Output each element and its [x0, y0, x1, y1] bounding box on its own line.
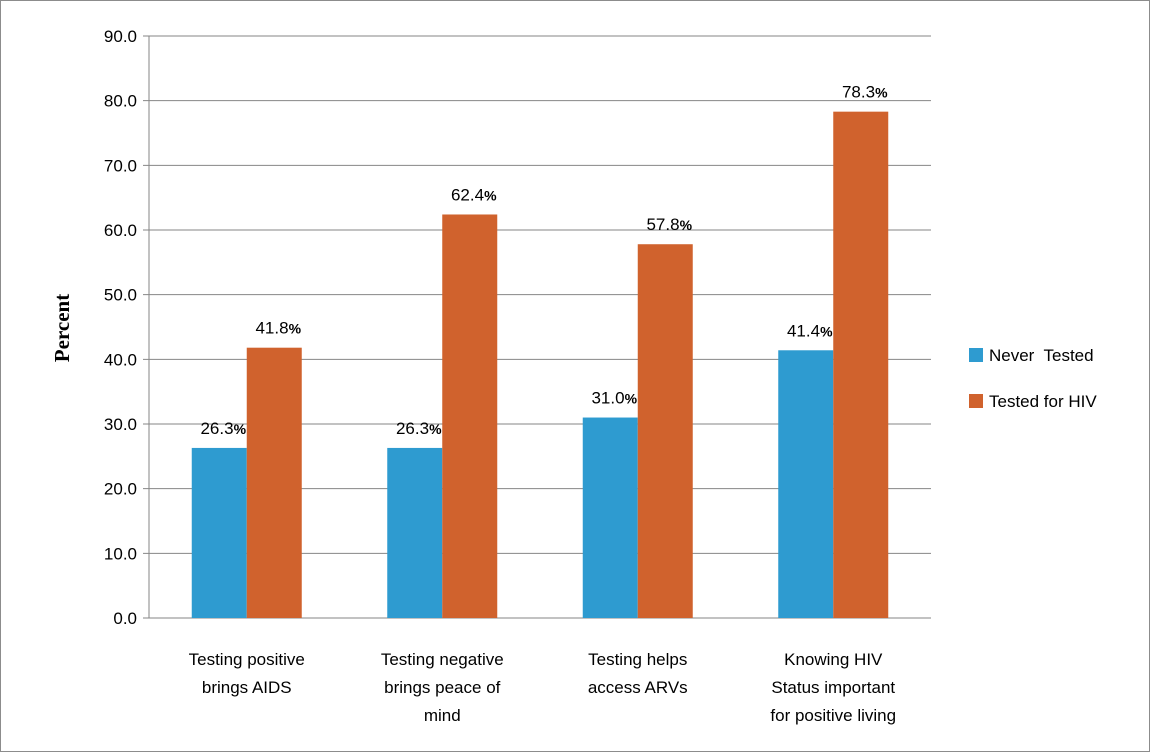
legend-swatch — [969, 394, 983, 408]
data-labels: 26.3% 26.3% 31.0% 41.4% 41.8% 62.4% 57.8% 78.3% — [200, 83, 888, 438]
bar — [191, 447, 247, 618]
y-tick-label: 50.0 — [104, 286, 137, 305]
data-label: 78.3% — [842, 83, 888, 102]
bars — [191, 111, 889, 619]
legend-swatch — [969, 348, 983, 362]
data-label: 31.0% — [591, 389, 637, 408]
bar — [637, 244, 693, 618]
legend: Never Tested Tested for HIV — [969, 346, 1097, 411]
x-category-label: Testing positive brings AIDS — [189, 650, 305, 697]
bar — [833, 111, 889, 618]
bar — [442, 214, 498, 619]
y-tick-label: 10.0 — [104, 544, 137, 563]
y-tick-label: 30.0 — [104, 415, 137, 434]
x-axis-categories: Testing positive brings AIDS Testing negat… — [189, 650, 896, 725]
y-tick-label: 20.0 — [104, 480, 137, 499]
y-tick-label: 0.0 — [113, 609, 137, 628]
y-axis-ticks: 0.0 10.0 20.0 30.0 40.0 50.0 60.0 70.0 80.0 90.0 — [104, 27, 137, 628]
y-tick-label: 40.0 — [104, 350, 137, 369]
data-label: 41.8% — [255, 319, 301, 338]
data-label: 26.3% — [396, 419, 442, 438]
y-tick-label: 80.0 — [104, 92, 137, 111]
x-category-label: Knowing HIV Status important for positive … — [770, 650, 896, 725]
bar — [778, 350, 834, 618]
legend-label: Tested for HIV — [989, 392, 1097, 411]
y-tick-label: 70.0 — [104, 156, 137, 175]
legend-label: Never Tested — [989, 346, 1094, 365]
bar — [387, 447, 443, 618]
x-category-label: Testing helps access ARVs — [588, 650, 688, 697]
x-category-label: Testing negative brings peace of mind — [381, 650, 504, 725]
data-label: 26.3% — [200, 419, 246, 438]
data-label: 62.4% — [451, 185, 497, 204]
data-label: 57.8% — [646, 215, 692, 234]
y-tick-label: 90.0 — [104, 27, 137, 46]
bar — [246, 347, 302, 618]
bar — [582, 417, 638, 618]
y-axis-label: Percent — [50, 294, 74, 362]
y-tick-label: 60.0 — [104, 221, 137, 240]
data-label: 41.4% — [787, 321, 833, 340]
